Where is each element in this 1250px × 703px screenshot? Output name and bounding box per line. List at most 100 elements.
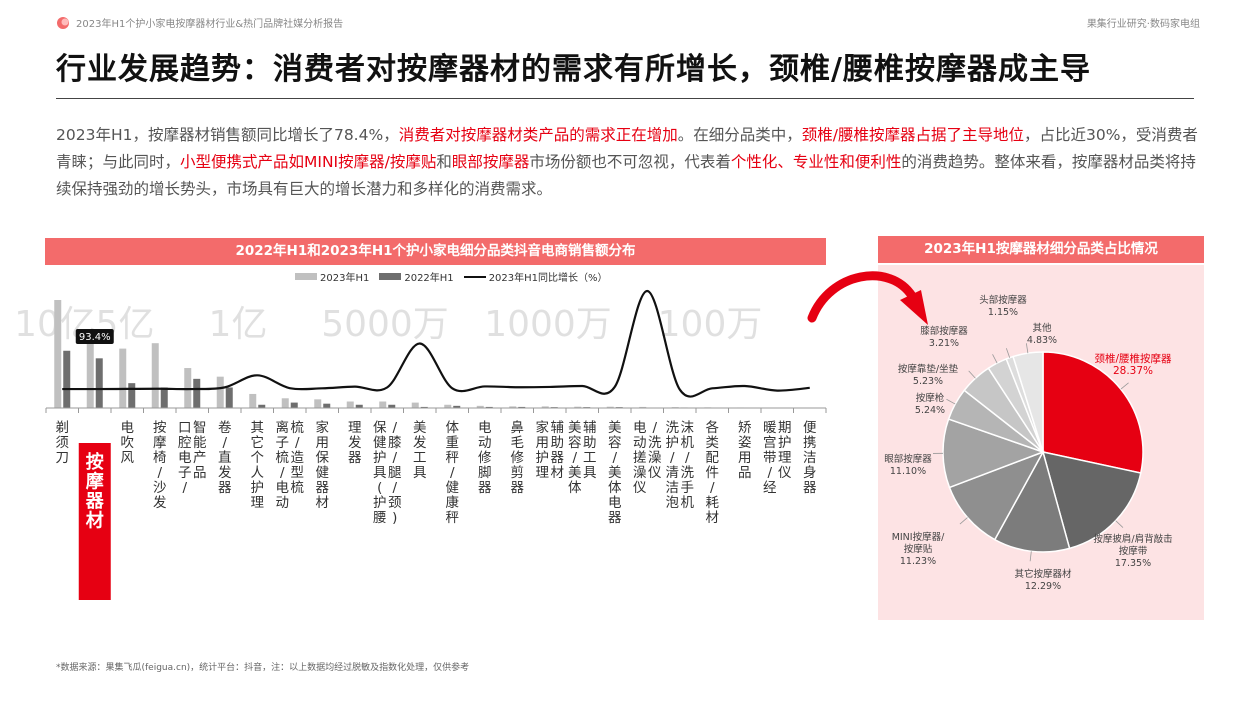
category-label: 剃须刀 — [56, 420, 70, 466]
watermark-scale-label: 1亿 — [209, 304, 268, 345]
legend-label: 2022年H1 — [404, 273, 454, 284]
pie-slice — [942, 418, 1046, 489]
bar-2023 — [216, 376, 224, 408]
bar-2023 — [281, 398, 289, 408]
summary-text: 2023年H1，按摩器材销售额同比增长了78.4%， — [56, 126, 399, 144]
pie-leader-line — [1115, 520, 1124, 528]
growth-label-bg — [75, 329, 114, 344]
watermark-scale-label: 100万 — [658, 304, 763, 345]
summary-highlight: 消费者对按摩器材类产品的需求正在增加 — [398, 126, 678, 144]
category-label: 电吹风 — [121, 420, 135, 466]
category-label: 暖宫带/经期护理仪 — [763, 420, 792, 496]
bar-2023 — [411, 402, 419, 408]
pie-chart-title: 2023年H1按摩器材细分品类占比情况 — [878, 236, 1204, 263]
bar-2022 — [225, 387, 233, 408]
bar-2022 — [160, 387, 168, 408]
bar-2022 — [420, 406, 428, 408]
pie-label: 其他 4.83% — [1027, 322, 1057, 346]
legend-item-2022: 2022年H1 — [379, 269, 454, 284]
summary-highlight: 小型便携式产品如MINI按摩器/按摩贴 — [180, 153, 437, 171]
category-label: 按摩椅/沙发 — [153, 420, 167, 511]
bar-2022 — [485, 406, 493, 408]
pie-leader-line — [959, 517, 968, 525]
legend-label: 2023年H1同比增长（%） — [488, 273, 608, 284]
pie-label: 头部按摩器 1.15% — [979, 294, 1027, 318]
pie-label: 膝部按摩器 3.21% — [920, 325, 968, 349]
category-label: 卷/直发器 — [218, 420, 232, 496]
category-label: 保健护具(护腰/膝/腿/颈) — [373, 420, 402, 526]
bar-2022 — [323, 403, 331, 408]
category-label: 家用护理辅助器材 — [536, 419, 565, 481]
summary-highlight: 颈椎/腰椎按摩器占据了主导地位 — [801, 126, 1024, 144]
category-label: 家用保健器材 — [316, 419, 330, 511]
pie-leader-line — [1029, 551, 1032, 562]
pie-slice — [1012, 351, 1044, 453]
summary-text: 和 — [436, 153, 452, 171]
bar-2022 — [128, 383, 136, 408]
summary-paragraph: 2023年H1，按摩器材销售额同比增长了78.4%，消费者对按摩器材类产品的需求… — [56, 122, 1206, 203]
category-label: 口腔电子/智能产品 — [178, 420, 207, 496]
bar-2022 — [95, 358, 103, 408]
growth-line — [62, 289, 810, 398]
red-arrow-head — [900, 290, 928, 325]
legend-item-2023: 2023年H1 — [295, 269, 369, 284]
growth-data-label: 93.4% — [79, 332, 111, 343]
pie-label: 眼部按摩器 11.10% — [884, 453, 932, 477]
pie-leader-line — [992, 354, 998, 364]
pie-label: 按摩披肩/肩背敲击按摩带 17.35% — [1093, 533, 1172, 569]
watermark-scale-label: 5000万 — [321, 304, 449, 345]
bar-2022 — [518, 406, 526, 408]
pie-leader-line — [1025, 343, 1029, 354]
pie-slice — [948, 450, 1045, 541]
category-label: 美发工具 — [413, 420, 427, 481]
bar-2022 — [453, 405, 461, 408]
summary-highlight: 个性化、专业性和便利性 — [730, 153, 902, 171]
summary-highlight: 眼部按摩器 — [451, 153, 530, 171]
legend-item-growth: 2023年H1同比增长（%） — [463, 269, 608, 284]
category-label: 电动搓澡仪/洗澡仪 — [633, 420, 662, 496]
category-label: 美容/美体辅助工具 — [568, 420, 597, 496]
summary-text: 的消费趋势。整体来看，按摩器材品类将持续保持强劲的增长势头，市场具有巨大的增长潜… — [56, 153, 1196, 198]
top-bar: 2023年H1个护小家电按摩器材行业&热门品牌社媒分析报告 果集行业研究·数码家… — [0, 0, 1250, 40]
summary-text: ，占比近30%，受消费者青睐；与此同时， — [56, 126, 1198, 171]
legend-label: 2023年H1 — [320, 273, 370, 284]
bar-2022 — [290, 402, 298, 408]
bar-2022 — [258, 404, 266, 408]
category-label: 便携洁身器 — [803, 420, 817, 496]
category-label: 洗护/清洁泡沫机/洗手机 — [666, 420, 695, 511]
pie-label: 按摩枪 5.24% — [915, 392, 945, 416]
bar-2023 — [509, 406, 517, 408]
title-divider — [56, 98, 1194, 99]
category-label: 鼻毛修剪器 — [511, 419, 525, 496]
bar-2022 — [63, 350, 71, 408]
bar-2022 — [388, 404, 396, 408]
category-label: 各类配件/耗材 — [706, 420, 720, 526]
bar-2023 — [249, 393, 257, 408]
pie-label: 颈椎/腰椎按摩器 28.37% — [1094, 352, 1172, 377]
bar-2023 — [444, 404, 452, 408]
category-label: 理发器 — [348, 420, 362, 466]
category-label: 电动修脚器 — [478, 420, 492, 496]
bar-2022 — [193, 378, 201, 408]
brand-label: 果集行业研究·数码家电组 — [1086, 19, 1200, 30]
bar-2023 — [476, 405, 484, 408]
category-label: 离子梳/电动梳/造型梳 — [276, 419, 305, 511]
bar-2022 — [355, 404, 363, 408]
bar-2023 — [151, 343, 159, 408]
summary-text: 市场份额也不可忽视，代表着 — [529, 153, 731, 171]
category-label: 其它个人护理 — [251, 420, 265, 511]
pie-leader-line — [1005, 348, 1011, 358]
bar-2023 — [541, 406, 549, 408]
bar-2023 — [119, 348, 127, 408]
pie-label: 按摩靠垫/坐垫 5.23% — [898, 363, 959, 387]
red-arrow-curve — [807, 271, 917, 323]
bar-2023 — [639, 406, 647, 408]
pie-leader-line — [968, 370, 976, 379]
pie-label: MINI按摩器/按摩贴 11.23% — [892, 531, 945, 567]
pie-leader-line — [946, 398, 956, 405]
bar-chart-title: 2022年H1和2023年H1个护小家电细分品类抖音电商销售额分布 — [45, 238, 826, 265]
category-label: 按摩器材 — [85, 451, 105, 532]
category-label: 美容/美体电器 — [608, 420, 622, 526]
chart-legend: 2023年H1 2022年H1 2023年H1同比增长（%） — [295, 269, 608, 284]
